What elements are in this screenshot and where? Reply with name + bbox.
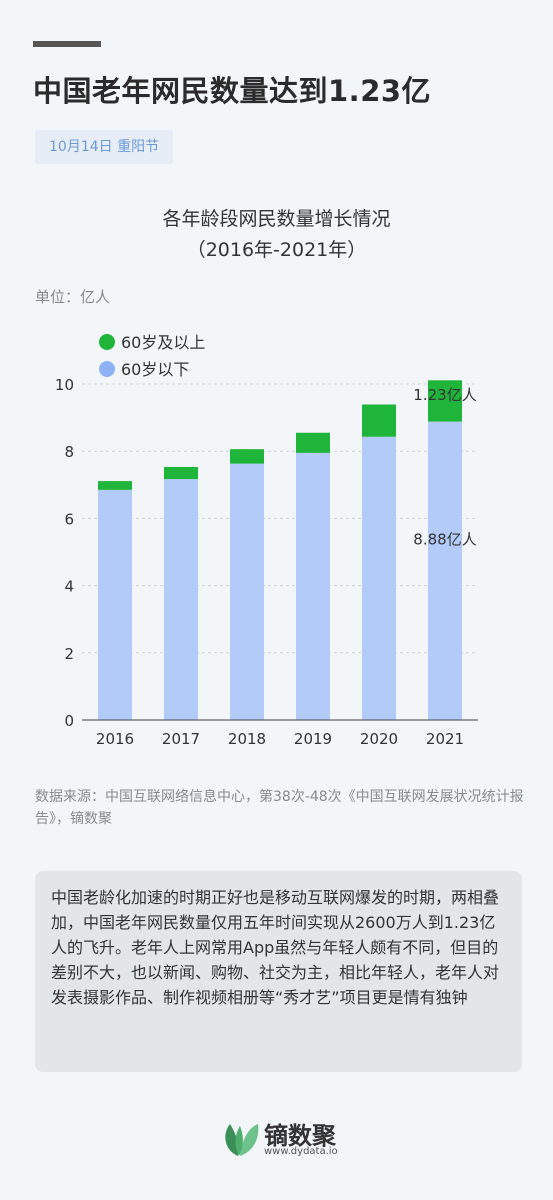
chart-subtitle: （2016年-2021年）	[186, 239, 367, 261]
legend-label: 60岁及以上	[121, 333, 205, 352]
y-tick-label: 6	[64, 510, 74, 528]
header-accent-bar	[33, 41, 101, 47]
bar-segment	[98, 481, 132, 490]
summary-box: 中国老龄化加速的时期正好也是移动互联网爆发的时期，两相叠加，中国老年网民数量仅用…	[35, 871, 522, 1072]
logo-name: 镝数聚	[264, 1122, 336, 1150]
summary-text: 中国老龄化加速的时期正好也是移动互联网爆发的时期，两相叠加，中国老年网民数量仅用…	[51, 888, 500, 1007]
y-tick-label: 10	[55, 376, 74, 394]
bar-segment	[296, 452, 330, 720]
data-source: 数据来源：中国互联网络信息中心，第38次-48次《中国互联网发展状况统计报告》，…	[35, 789, 524, 827]
x-tick-label: 2021	[426, 730, 464, 748]
bar-segment	[428, 421, 462, 720]
leaf-logo-icon	[225, 1124, 259, 1156]
x-tick-label: 2020	[360, 730, 398, 748]
y-tick-label: 8	[64, 443, 74, 461]
brand-logo: 镝数聚 www.dydata.io	[220, 1114, 380, 1164]
date-badge: 10月14日 重阳节	[35, 130, 174, 164]
y-tick-label: 4	[64, 578, 74, 596]
bar-segment	[98, 489, 132, 720]
bar-segment	[362, 436, 396, 720]
legend-marker	[99, 361, 115, 377]
bar-segment	[230, 463, 264, 720]
data-annotation: 8.88亿人	[413, 531, 476, 549]
bar-segment	[428, 380, 462, 422]
bar-segment	[230, 449, 264, 464]
x-tick-label: 2016	[96, 730, 134, 748]
bar-segment	[164, 479, 198, 720]
y-tick-label: 2	[64, 645, 74, 663]
x-tick-label: 2017	[162, 730, 200, 748]
legend-label: 60岁以下	[121, 360, 189, 379]
x-tick-label: 2018	[228, 730, 266, 748]
data-annotation: 1.23亿人	[413, 386, 476, 404]
chart-title: 各年龄段网民数量增长情况	[162, 208, 391, 230]
bar-segment	[362, 404, 396, 437]
stacked-bar-chart: 0 2 4 6 8 10 2016 2017 2018 2019 2020 2021 1.23亿人 8.8…	[55, 333, 478, 748]
x-tick-label: 2019	[294, 730, 332, 748]
page-title: 中国老年网民数量达到1.23亿	[33, 74, 432, 108]
logo-url: www.dydata.io	[264, 1146, 338, 1157]
bar-segment	[164, 466, 198, 480]
unit-label: 单位：亿人	[35, 288, 111, 306]
legend-marker	[99, 334, 115, 350]
y-tick-label: 0	[64, 712, 74, 730]
bar-segment	[296, 432, 330, 453]
